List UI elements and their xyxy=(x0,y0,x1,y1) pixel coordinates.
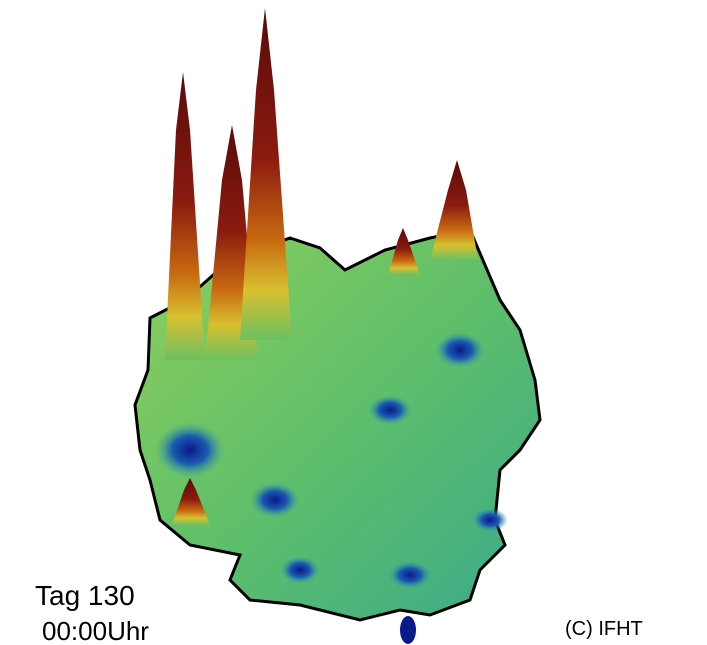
depression xyxy=(388,561,432,589)
page: {"overlay": {"day": "Tag 130", "time": "… xyxy=(0,0,707,645)
surface-map: Tag 130 00:00Uhr (C) IFHT xyxy=(0,0,707,645)
depression xyxy=(368,395,412,425)
body: Tag 130 00:00Uhr (C) IFHT (() => { const… xyxy=(0,0,707,645)
depression xyxy=(280,556,320,584)
depression xyxy=(472,508,508,532)
depression xyxy=(435,332,485,368)
time-label: 00:00Uhr xyxy=(42,616,149,645)
depression xyxy=(400,616,416,644)
depression xyxy=(250,482,300,518)
day-label: Tag 130 xyxy=(35,580,135,611)
depression xyxy=(155,422,225,478)
copyright: (C) IFHT xyxy=(565,618,643,640)
